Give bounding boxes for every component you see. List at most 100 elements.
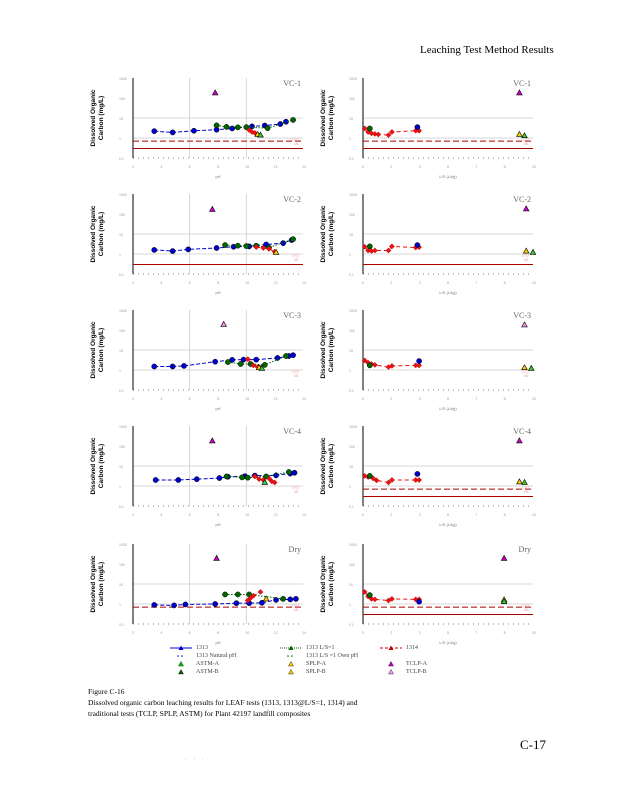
ml-label: ML [294,490,299,494]
y-tick-label: 0.1 [119,157,124,161]
ml-label: ML [524,608,529,612]
y-tick-label: 0.1 [349,505,354,509]
data-point-1313 [293,596,299,602]
y-tick-label: 1 [349,137,351,141]
legend-symbol-icon [380,645,402,650]
chart-svg: 0.1 1 10 100 1000 0 2 3 5 7 8 10 Dissolved OrganicCa… [320,193,537,295]
x-tick-label: 8 [504,397,506,401]
figure-caption: Figure C-16 Dissolved organic carbon lea… [88,686,388,719]
data-point-1313-l-s-1 [222,242,228,248]
x-tick-label: 7 [475,397,477,401]
data-point-1314 [373,477,380,484]
chart-panel-dry-ph: 0.1 1 10 100 1000 2 4 6 8 10 12 14 Dissolved Organic… [83,536,313,651]
x-tick-label: 2 [390,165,392,169]
y-tick-label: 0.1 [119,505,124,509]
legend-symbol-icon [178,661,184,667]
data-point-1314 [253,244,260,251]
x-tick-label: 0 [362,281,364,285]
y-tick-label: 100 [119,329,125,333]
x-tick-label: 2 [390,631,392,635]
x-tick-label: 4 [160,397,162,401]
x-tick-label: 12 [274,513,278,517]
chart-svg: 0.1 1 10 100 1000 0 2 3 5 7 8 10 Dissolved OrganicCa… [320,425,536,527]
legend-label: 1313 L/S=1 [306,645,335,651]
data-point-1314 [385,247,392,254]
x-axis-label: L/S (L/kg) [439,406,457,411]
y-tick-label: 0.1 [119,273,124,277]
x-tick-label: 8 [217,165,219,169]
y-tick-label: 10 [119,233,123,237]
x-tick-label: 10 [532,165,536,169]
ml-label: ML [294,374,299,378]
y-tick-label: 10 [119,349,123,353]
x-tick-label: 10 [245,165,249,169]
data-point-1314 [256,476,262,483]
x-tick-label: 0 [362,513,364,517]
legend-label: TCLP-A [406,661,427,667]
legend-symbol-icon [288,669,294,675]
data-point-astm-a [527,364,535,371]
chart-svg: 0.1 1 10 100 1000 2 4 6 8 10 12 14 Dissolved Organic… [90,309,306,411]
series-line-1313 [154,354,294,367]
y-axis-label: Dissolved OrganicCarbon (mg/L) [320,205,335,262]
data-point-1314 [361,473,368,479]
data-point-1313 [171,602,177,609]
y-tick-label: 100 [349,329,355,333]
panel-title: VC-4 [513,427,531,436]
x-tick-label: 12 [274,165,278,169]
data-point-astm-a [500,598,508,605]
data-point-1313 [169,129,176,136]
series-line-1313-l-s-1 [226,471,289,479]
data-point-1313 [181,363,187,369]
series-line-1314 [256,246,275,253]
data-point-1314 [250,362,257,369]
data-point-1313-l-s-1 [244,474,251,481]
data-point-splp-a [521,364,528,371]
x-tick-label: 0 [362,631,364,635]
ml-label: ML [294,258,299,262]
data-point-1313 [277,121,284,127]
data-point-1313-l-s-1 [223,473,230,480]
data-point-1313 [274,355,281,361]
x-tick-label: 2 [132,397,134,401]
x-tick-label: 5 [447,631,449,635]
x-tick-label: 10 [245,281,249,285]
data-point-1314 [389,129,395,135]
data-point-splp-a [522,247,530,254]
x-tick-label: 2 [132,631,134,635]
legend-item-astm-a: ASTM-A [170,661,219,667]
y-axis-label: Dissolved OrganicCarbon (mg/L) [90,89,105,146]
x-tick-label: 6 [189,397,191,401]
x-tick-label: 7 [475,165,477,169]
x-tick-label: 8 [504,281,506,285]
chart-svg: 0.1 1 10 100 1000 2 4 6 8 10 12 14 Dissolved Organic… [90,543,306,645]
data-point-1313-l-s-1 [285,469,292,475]
x-tick-label: 7 [475,281,477,285]
y-axis-label: Dissolved OrganicCarbon (mg/L) [90,321,105,378]
data-point-splp-a [516,130,523,137]
caption-line-2: traditional tests (TCLP, SPLP, ASTM) for… [88,709,311,718]
data-point-1313-l-s-1 [234,124,241,131]
chart-panel-vc-2-ls: 0.1 1 10 100 1000 0 2 3 5 7 8 10 Dissolved OrganicCa… [313,186,543,301]
data-point-1313 [291,469,298,476]
legend-symbol-icon [288,661,294,667]
ml-label: ML [524,142,529,146]
data-point-1313-l-s-1 [234,591,241,598]
x-tick-label: 10 [532,631,536,635]
x-tick-label: 3 [419,165,421,169]
x-tick-label: 8 [217,631,219,635]
chart-svg: 0.1 1 10 100 1000 0 2 3 5 7 8 10 Dissolved OrganicCa… [320,309,536,411]
y-tick-label: 1000 [349,193,357,197]
data-point-1313-l-s-1 [264,125,271,132]
data-point-1313 [273,472,279,479]
data-point-1313 [169,363,176,370]
chart-panel-dry-ls: 0.1 1 10 100 1000 0 2 3 5 7 8 10 Dissolved OrganicCa… [313,536,543,651]
page-header-title: Leaching Test Method Results [420,44,554,56]
data-point-1313 [213,245,220,251]
legend-item-splp-b: SPLP-B [280,669,326,675]
y-axis-label: Dissolved OrganicCarbon (mg/L) [90,437,105,494]
data-point-1313-l-s-1 [366,362,373,369]
y-tick-label: 1 [119,253,121,257]
data-point-1314 [375,131,382,138]
y-tick-label: 10 [119,117,123,121]
